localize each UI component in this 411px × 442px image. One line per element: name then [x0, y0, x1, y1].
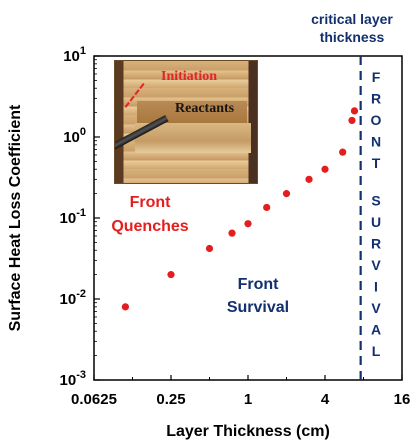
critical-layer-label: critical layer — [311, 11, 393, 27]
front-survival-label: Survival — [227, 299, 289, 316]
data-point — [228, 229, 236, 237]
front-survival-vertical-letter: R — [371, 236, 381, 252]
y-tick-exponent: 1 — [80, 45, 86, 57]
front-survival-vertical-letter: R — [371, 91, 381, 107]
front-survival-vertical-letter: F — [372, 69, 381, 85]
data-point — [348, 116, 356, 125]
y-tick-base: 10 — [63, 48, 80, 65]
front-survival-vertical-letter: O — [371, 112, 382, 128]
y-tick-label: 10-3 — [60, 369, 86, 389]
y-tick-base: 10 — [63, 129, 80, 146]
data-point — [350, 107, 359, 115]
data-point — [167, 271, 175, 279]
front-survival-vertical-letter: L — [372, 343, 381, 359]
x-tick-label: 0.0625 — [71, 391, 117, 408]
data-point — [305, 175, 313, 183]
y-tick-exponent: -3 — [76, 369, 86, 381]
y-tick-base: 10 — [60, 291, 77, 308]
y-tick-label: 101 — [63, 45, 86, 65]
y-tick-base: 10 — [60, 372, 77, 389]
y-tick-base: 10 — [60, 210, 77, 227]
front-survival-vertical-letter: A — [371, 322, 381, 338]
x-axis: 0.0625 0.25 1 4 16 — [71, 375, 410, 408]
inset-photo: Initiation Reactants — [114, 60, 258, 184]
photo-label-reactants: Reactants — [175, 101, 235, 116]
data-point — [205, 244, 214, 253]
y-tick-label: 10-1 — [60, 207, 86, 227]
front-survival-vertical-letter: V — [371, 257, 381, 273]
photo-label-initiation: Initiation — [161, 69, 218, 84]
front-survival-vertical-letter: T — [372, 155, 381, 171]
data-point — [263, 203, 271, 212]
y-tick-exponent: -2 — [76, 288, 86, 300]
x-axis-label: Layer Thickness (cm) — [166, 423, 330, 440]
front-survival-vertical-letter: S — [371, 193, 380, 209]
data-point — [339, 148, 347, 156]
critical-layer-label: thickness — [320, 29, 385, 45]
front-survival-vertical-letter: V — [371, 300, 381, 316]
data-point — [244, 220, 252, 228]
x-tick-label: 1 — [244, 391, 252, 408]
y-tick-exponent: -1 — [76, 207, 86, 219]
y-tick-label: 100 — [63, 126, 86, 146]
front-survival-vertical-letter: N — [371, 134, 381, 150]
front-quenches-label: Quenches — [111, 218, 188, 235]
data-point — [321, 165, 329, 173]
y-axis-label: Surface Heat Loss Coefficient — [7, 104, 24, 331]
y-tick-exponent: 0 — [80, 126, 86, 138]
front-survival-vertical-letter: U — [371, 214, 381, 230]
front-survival-label: Front — [238, 276, 280, 293]
annotations: critical layer thickness Front Quenches Fron… — [111, 11, 393, 359]
front-survival-vertical-letter: I — [374, 279, 378, 295]
x-tick-label: 0.25 — [156, 391, 185, 408]
x-tick-label: 4 — [321, 391, 330, 408]
data-point — [282, 190, 291, 198]
front-quenches-label: Front — [130, 194, 172, 211]
data-points — [121, 107, 359, 311]
x-tick-label: 16 — [394, 391, 411, 408]
data-point — [121, 303, 129, 311]
y-tick-label: 10-2 — [60, 288, 86, 308]
